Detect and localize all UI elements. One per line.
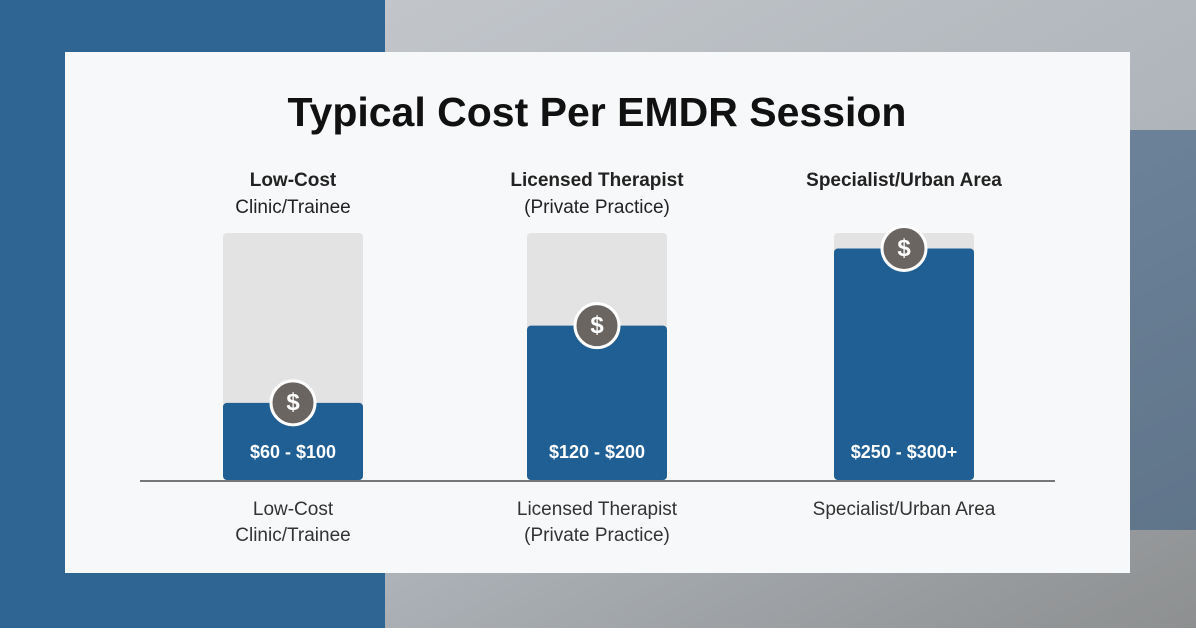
value-label: $120 - $200: [549, 442, 645, 462]
dollar-sign: $: [590, 312, 604, 339]
x-tick-label: (Private Practice): [524, 525, 670, 546]
value-label: $250 - $300+: [851, 442, 958, 462]
dollar-icon: [880, 224, 928, 272]
chart-title: Typical Cost Per EMDR Session: [288, 89, 907, 135]
category-header: Clinic/Trainee: [235, 197, 350, 218]
bar: [527, 325, 667, 480]
bar: [223, 402, 363, 480]
dollar-icon: [269, 379, 317, 427]
category-header: Low-Cost: [250, 170, 337, 191]
x-tick-label: Low-Cost: [253, 499, 334, 520]
dollar-sign: $: [286, 389, 300, 416]
category-header: Licensed Therapist: [510, 170, 684, 191]
value-label: $60 - $100: [250, 442, 336, 462]
x-tick-label: Specialist/Urban Area: [813, 499, 996, 520]
dollar-sign: $: [897, 235, 911, 262]
background-shelf: [1130, 130, 1196, 530]
x-tick-label: Licensed Therapist: [517, 499, 678, 520]
x-tick-label: Clinic/Trainee: [235, 525, 350, 546]
category-header: (Private Practice): [524, 197, 670, 218]
category-header: Specialist/Urban Area: [806, 170, 1002, 191]
bar: [834, 248, 974, 480]
dollar-icon: [573, 302, 621, 350]
